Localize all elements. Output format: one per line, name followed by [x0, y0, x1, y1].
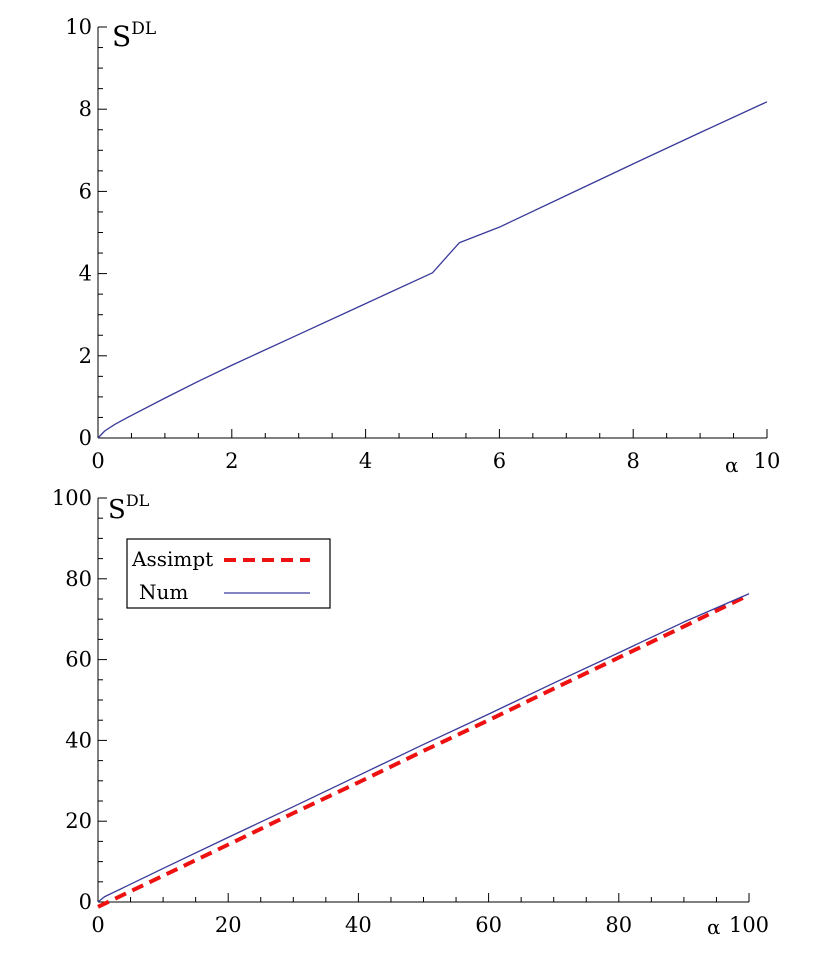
x-tick-label: 10	[754, 449, 781, 473]
x-tick-label: 60	[475, 913, 502, 937]
y-tick-label: 100	[52, 486, 92, 510]
series-line-num	[97, 593, 750, 903]
y-tick-label: 8	[79, 97, 92, 121]
x-axis-title: α	[707, 915, 721, 939]
legend: Assimpt Num	[126, 538, 331, 609]
x-tick-label: 80	[605, 913, 632, 937]
y-axis-title: SDL	[108, 491, 150, 525]
x-tick-label: 0	[91, 449, 104, 473]
y-tick-label: 6	[79, 179, 92, 203]
y-tick-label: 20	[65, 809, 92, 833]
series-line-assimpt	[97, 593, 750, 909]
y-tick-label: 0	[79, 426, 92, 450]
y-tick-label: 4	[79, 262, 92, 286]
y-tick-label: 80	[65, 567, 92, 591]
x-tick-label: 6	[493, 449, 506, 473]
y-tick-label: 40	[65, 728, 92, 752]
x-tick-label: 100	[729, 913, 769, 937]
y-tick-label: 60	[65, 648, 92, 672]
y-axis-title: SDL	[112, 19, 156, 53]
y-tick-label: 2	[79, 344, 92, 368]
x-tick-label: 0	[91, 913, 104, 937]
chart-panel-1: 0 2 4 6 8 10 0 2 4 6 8 10 SDL α	[65, 15, 780, 477]
y-tick-label: 10	[65, 15, 92, 39]
x-tick-label: 40	[345, 913, 372, 937]
chart-panel-2: 0 20 40 60 80 100 0 20 40 60 80 100 SDL α Assimpt Num	[52, 486, 769, 939]
legend-label-assimpt: Assimpt	[131, 547, 213, 571]
series-line-curve	[97, 101, 768, 439]
legend-box	[126, 538, 331, 609]
x-axis-title: α	[725, 453, 739, 477]
legend-label-num: Num	[139, 580, 188, 604]
x-tick-label: 4	[359, 449, 372, 473]
x-tick-label: 20	[215, 913, 242, 937]
x-tick-label: 8	[627, 449, 640, 473]
y-tick-label: 0	[79, 890, 92, 914]
x-tick-label: 2	[225, 449, 238, 473]
